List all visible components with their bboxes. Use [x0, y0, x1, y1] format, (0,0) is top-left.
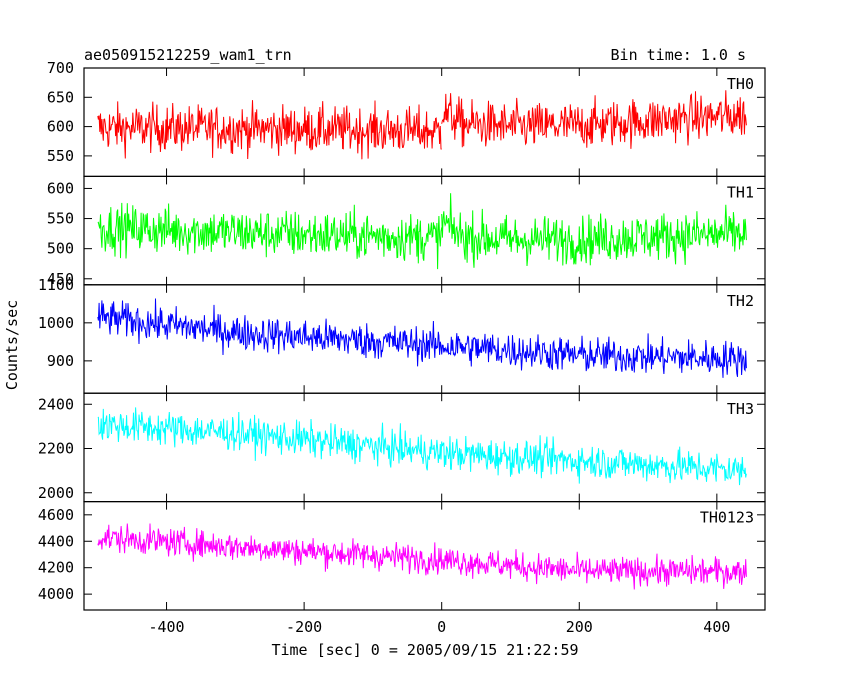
y-tick-label: 650 [47, 88, 74, 106]
series-label-th3: TH3 [727, 400, 754, 418]
series-line-th1 [97, 193, 747, 270]
bin-time-label: Bin time: 1.0 s [611, 46, 746, 64]
x-tick-label: -200 [286, 618, 322, 636]
series-line-th0123 [97, 523, 747, 590]
y-tick-label: 900 [47, 352, 74, 370]
y-tick-label: 600 [47, 118, 74, 136]
y-tick-label: 4600 [38, 506, 74, 524]
y-tick-label: 2400 [38, 395, 74, 413]
series-line-th3 [97, 407, 747, 486]
y-tick-label: 1000 [38, 314, 74, 332]
series-label-th1: TH1 [727, 183, 754, 201]
chart-title: ae050915212259_wam1_trn [84, 46, 292, 64]
y-tick-label: 4400 [38, 532, 74, 550]
panel-frame-th0123 [83, 501, 766, 611]
y-tick-label: 550 [47, 210, 74, 228]
series-label-th0: TH0 [727, 75, 754, 93]
x-axis-label: Time [sec] 0 = 2005/09/15 21:22:59 [271, 641, 578, 659]
y-tick-label: 600 [47, 179, 74, 197]
y-tick-label: 700 [47, 59, 74, 77]
y-tick-label: 2000 [38, 484, 74, 502]
y-tick-label: 500 [47, 240, 74, 258]
y-tick-label: 2200 [38, 440, 74, 458]
y-axis-label: Counts/sec [3, 300, 21, 390]
x-tick-label: 0 [437, 618, 446, 636]
series-label-th0123: TH0123 [700, 509, 754, 527]
y-tick-label: 1100 [38, 276, 74, 294]
y-tick-label: 4000 [38, 585, 74, 603]
series-line-th2 [97, 298, 747, 378]
series-label-th2: TH2 [727, 292, 754, 310]
y-tick-label: 550 [47, 147, 74, 165]
panel-frame-th1 [83, 175, 766, 286]
x-tick-label: -400 [148, 618, 184, 636]
x-tick-label: 400 [703, 618, 730, 636]
x-tick-label: 200 [566, 618, 593, 636]
y-tick-label: 450 [47, 270, 74, 288]
panels-group: 550 600 650 700 TH0 450 500 550 600 TH1 900 1000 110… [38, 59, 766, 636]
y-tick-label: 4200 [38, 559, 74, 577]
series-line-th0 [97, 90, 747, 160]
